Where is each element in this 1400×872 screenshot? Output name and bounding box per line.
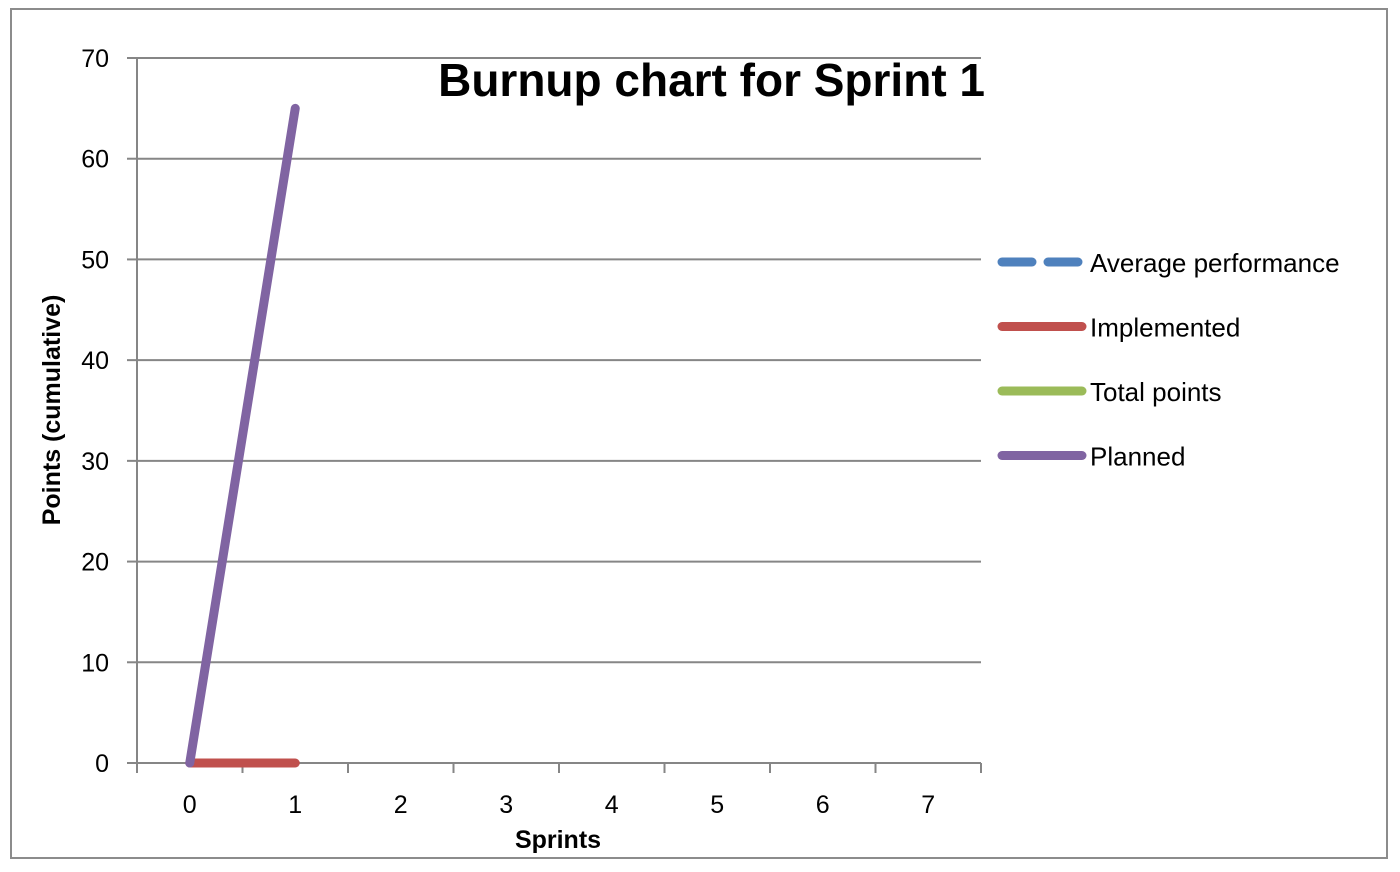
- x-tick-label: 2: [394, 791, 408, 819]
- series-line-planned: [185, 103, 300, 768]
- x-tick-label: 7: [921, 791, 935, 819]
- y-tick-label: 20: [81, 549, 109, 577]
- y-tick-label: 0: [95, 750, 109, 778]
- gridlines: [137, 57, 981, 664]
- axes: [127, 57, 982, 773]
- x-tick-label: 0: [183, 791, 197, 819]
- legend-label-total-points: Total points: [1090, 377, 1222, 407]
- y-axis-title: Points (cumulative): [38, 295, 66, 526]
- x-tick-label: 3: [499, 791, 513, 819]
- legend-label-average-performance: Average performance: [1090, 248, 1340, 278]
- y-tick-label: 40: [81, 347, 109, 375]
- x-tick-label: 1: [288, 791, 302, 819]
- legend: Average performance Implemented Total poin…: [997, 248, 1340, 472]
- y-tick-label: 50: [81, 246, 109, 274]
- y-tick-label: 70: [81, 45, 109, 73]
- legend-label-implemented: Implemented: [1090, 313, 1240, 343]
- x-tick-label: 6: [816, 791, 830, 819]
- y-tick-label: 30: [81, 448, 109, 476]
- series-lines: [185, 103, 300, 768]
- y-tick-label: 60: [81, 146, 109, 174]
- y-tick-label: 10: [81, 649, 109, 677]
- legend-label-planned: Planned: [1090, 442, 1185, 472]
- chart-title: Burnup chart for Sprint 1: [438, 54, 985, 106]
- x-tick-label: 4: [605, 791, 619, 819]
- tick-labels: 0 10 20 30 40 50 60 70 0 1 2 3 4 5 6 7: [81, 45, 935, 819]
- x-axis-title: Sprints: [515, 826, 601, 854]
- x-tick-label: 5: [710, 791, 724, 819]
